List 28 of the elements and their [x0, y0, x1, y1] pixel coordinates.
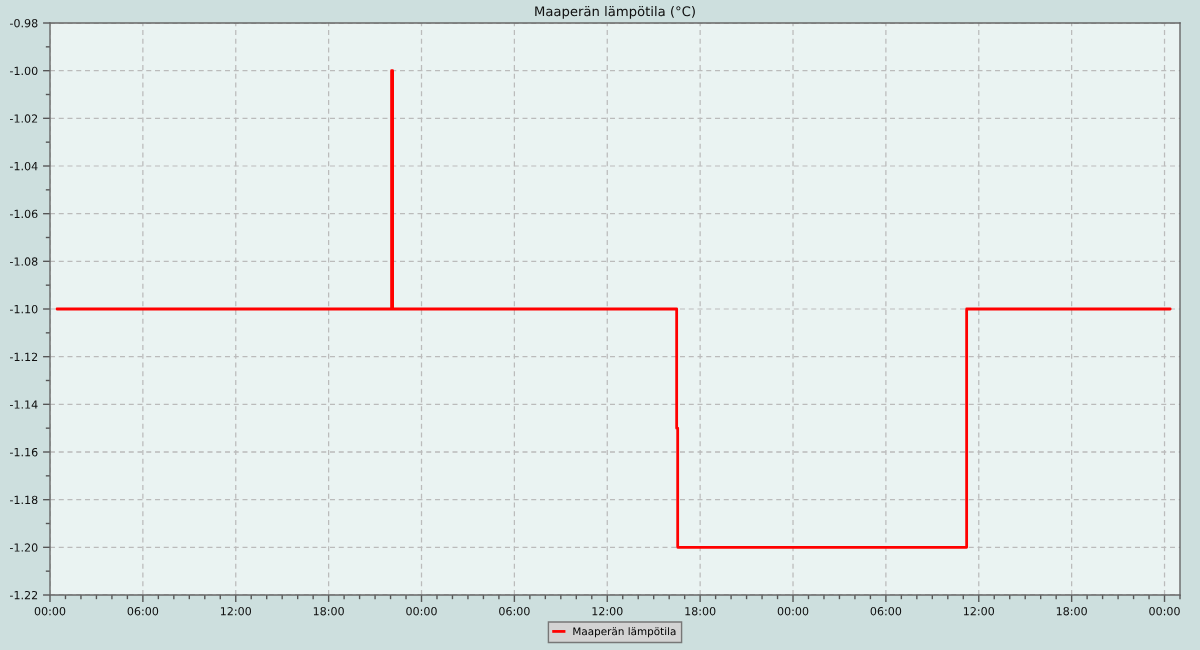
x-tick-label: 18:00	[685, 607, 716, 616]
y-tick-label: -1.14	[9, 400, 38, 409]
y-tick-label: -1.12	[9, 352, 38, 361]
y-tick-label: -1.22	[9, 590, 38, 600]
x-tick-label: 18:00	[313, 607, 344, 616]
y-tick-label: -1.04	[9, 161, 38, 171]
y-tick-label: -1.16	[9, 447, 38, 457]
y-tick-label: -1.18	[9, 495, 38, 505]
y-tick-label: -1.10	[9, 304, 38, 314]
legend-label: Maaperän lämpötila	[573, 627, 676, 638]
x-tick-label: 12:00	[963, 607, 995, 616]
y-tick-label: -1.08	[9, 257, 38, 266]
x-tick-label: 06:00	[870, 607, 902, 616]
y-tick-label: -1.20	[9, 543, 38, 552]
y-tick-label: -1.02	[9, 114, 38, 123]
y-tick-label: -0.98	[9, 18, 38, 28]
x-tick-label: 00:00	[777, 607, 809, 616]
x-tick-label: 06:00	[127, 607, 159, 616]
x-tick-label: 12:00	[592, 607, 623, 616]
x-tick-label: 00:00	[34, 607, 66, 616]
y-tick-label: -1.00	[9, 66, 38, 76]
x-tick-label: 06:00	[499, 607, 530, 616]
x-tick-label: 00:00	[406, 607, 437, 616]
x-tick-label: 12:00	[220, 607, 252, 616]
y-tick-label: -1.06	[9, 209, 38, 219]
x-tick-label: 18:00	[1056, 607, 1087, 616]
x-tick-label: 00:00	[1149, 607, 1180, 616]
chart-title: Maaperän lämpötila (°C)	[535, 6, 695, 19]
